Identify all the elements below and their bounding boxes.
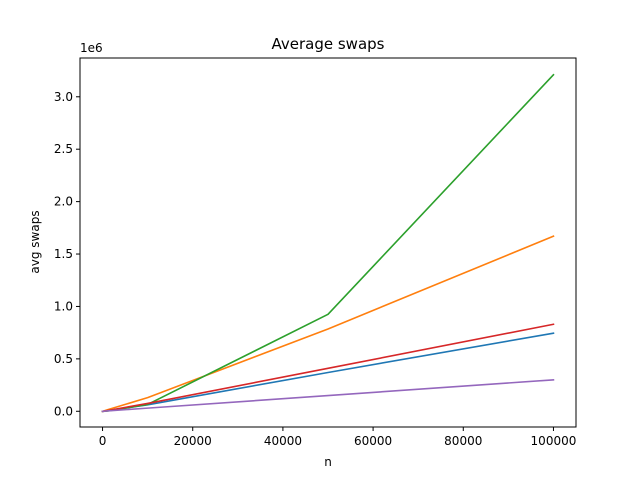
series-line-3 <box>101 73 555 413</box>
x-axis: 0 20000 40000 60000 80000 100000 <box>99 427 577 448</box>
y-tick-label: 1.0 <box>54 299 73 313</box>
x-tick-label: 40000 <box>264 434 302 448</box>
series-line-4 <box>101 323 555 413</box>
y-axis: 0.0 0.5 1.0 1.5 2.0 2.5 3.0 <box>54 90 80 418</box>
y-tick-label: 3.0 <box>54 90 73 104</box>
y-tick-label: 2.0 <box>54 195 73 209</box>
x-tick-label: 80000 <box>444 434 482 448</box>
series-line-5 <box>101 378 555 413</box>
y-tick-label: 0.0 <box>54 404 73 418</box>
y-tick-label: 0.5 <box>54 352 73 366</box>
x-tick-label: 60000 <box>354 434 392 448</box>
y-tick-label: 2.5 <box>54 142 73 156</box>
x-axis-label: n <box>324 455 332 469</box>
x-tick-label: 100000 <box>531 434 577 448</box>
y-tick-label: 1.5 <box>54 247 73 261</box>
plot-area-frame <box>79 57 577 428</box>
x-tick-label: 20000 <box>174 434 212 448</box>
x-tick-label: 0 <box>99 434 107 448</box>
series-layer <box>101 73 555 413</box>
y-axis-scale-label: 1e6 <box>80 41 103 55</box>
y-axis-label: avg swaps <box>28 210 42 273</box>
chart-title: Average swaps <box>272 35 385 53</box>
